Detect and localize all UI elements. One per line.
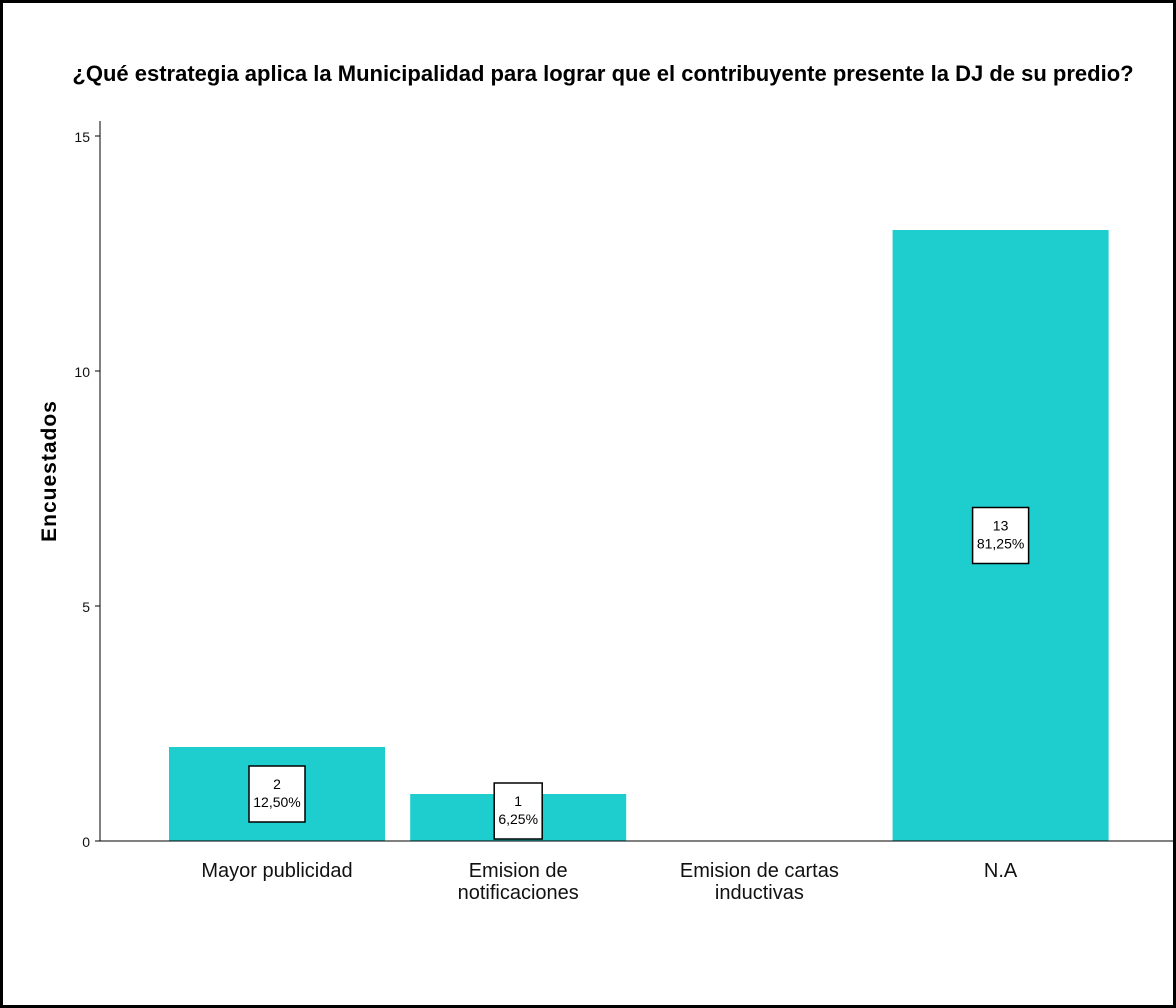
y-tick-label: 10 (74, 364, 90, 380)
x-tick-label: Emision de cartas inductivas (680, 860, 839, 904)
data-label-box (248, 765, 306, 823)
bars-group (169, 230, 1109, 841)
data-labels-group: 2 12,50% 1 6,25% 13 81,25% (248, 506, 1030, 840)
data-label-count: 2 (273, 776, 281, 792)
data-label: 13 81,25% (971, 506, 1030, 565)
data-label-count: 13 (993, 518, 1009, 534)
data-label-count: 1 (514, 793, 522, 809)
x-tick-label: Emision de notificaciones (458, 860, 579, 904)
data-label-box (493, 782, 543, 840)
data-label: 1 6,25% (493, 782, 543, 840)
data-label-percent: 81,25% (977, 536, 1024, 552)
y-tick-label: 5 (82, 599, 90, 615)
y-axis-label: Encuestados (38, 400, 61, 542)
y-axis: 0 5 10 15 (74, 121, 101, 850)
x-axis: Mayor publicidad Emision de notificaciones… (100, 840, 1173, 904)
chart-title: ¿Qué estrategia aplica la Municipalidad … (72, 61, 1133, 86)
y-tick-label: 0 (82, 834, 90, 850)
data-label-percent: 6,25% (498, 811, 538, 827)
data-label: 2 12,50% (248, 765, 306, 823)
y-tick-label: 15 (74, 129, 90, 145)
x-tick-label: N.A (984, 860, 1018, 882)
data-label-box (971, 506, 1030, 565)
bar-chart: ¿Qué estrategia aplica la Municipalidad … (38, 61, 1173, 904)
x-tick-label: Mayor publicidad (201, 860, 352, 882)
data-label-percent: 12,50% (253, 794, 300, 810)
